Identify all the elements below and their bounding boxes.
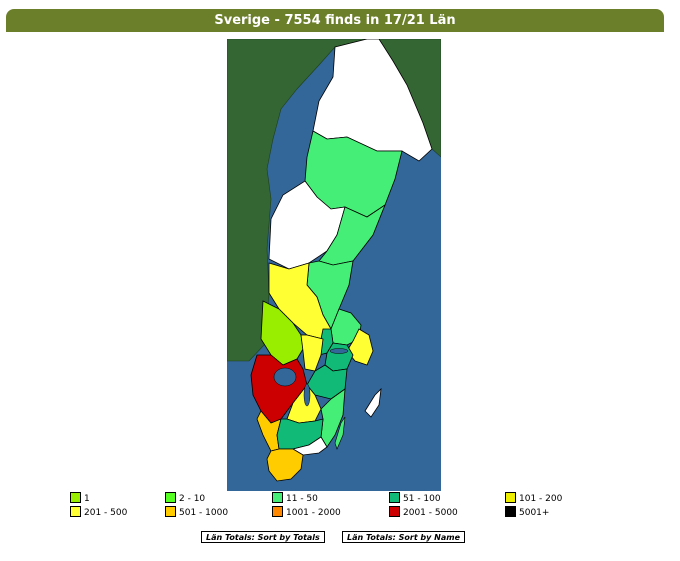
legend-label: 2 - 10 — [179, 494, 206, 504]
legend-item: 51 - 100 — [389, 492, 441, 505]
legend-swatch — [70, 492, 81, 503]
lan-jamtland[interactable] — [268, 180, 346, 270]
legend-item: 11 - 50 — [272, 492, 318, 505]
norway-land — [227, 39, 368, 362]
lake-vanern — [273, 367, 297, 387]
lan-orebro[interactable] — [300, 334, 324, 372]
legend-label: 11 - 50 — [286, 494, 318, 504]
legend-label: 5001+ — [519, 508, 550, 518]
lan-norrbotten[interactable] — [312, 39, 433, 162]
legend-item: 501 - 1000 — [165, 506, 228, 519]
legend-item: 2001 - 5000 — [389, 506, 458, 519]
legend-swatch — [505, 506, 516, 517]
legend-swatch — [389, 506, 400, 517]
legend-swatch — [505, 492, 516, 503]
lan-skane[interactable] — [266, 448, 304, 482]
legend-swatch — [165, 506, 176, 517]
legend-label: 201 - 500 — [84, 508, 128, 518]
island-oland — [334, 416, 346, 450]
legend-item: 2 - 10 — [165, 492, 205, 505]
page-title: Sverige - 7554 finds in 17/21 Län — [6, 9, 664, 32]
sort-by-name-button[interactable]: Län Totals: Sort by Name — [342, 531, 466, 543]
legend-swatch — [389, 492, 400, 503]
legend-item: 201 - 500 — [70, 506, 127, 519]
legend-label: 1001 - 2000 — [286, 508, 341, 518]
legend-item: 5001+ — [505, 506, 549, 519]
legend-label: 501 - 1000 — [179, 508, 229, 518]
lan-gotland[interactable] — [364, 387, 382, 418]
sort-by-totals-button[interactable]: Län Totals: Sort by Totals — [201, 531, 325, 543]
legend-swatch — [70, 506, 81, 517]
legend-swatch — [272, 492, 283, 503]
lan-stockholm[interactable] — [346, 328, 374, 366]
legend-item: 1 — [70, 492, 90, 505]
legend-item: 1001 - 2000 — [272, 506, 341, 519]
lake-vattern — [303, 383, 311, 407]
legend-label: 101 - 200 — [519, 494, 563, 504]
legend-label: 2001 - 5000 — [403, 508, 458, 518]
sweden-map[interactable] — [227, 39, 441, 491]
lake-malaren — [329, 348, 349, 354]
legend-label: 51 - 100 — [403, 494, 441, 504]
legend-swatch — [165, 492, 176, 503]
legend-label: 1 — [84, 494, 90, 504]
legend-item: 101 - 200 — [505, 492, 562, 505]
legend-swatch — [272, 506, 283, 517]
lan-varmland[interactable] — [260, 300, 304, 366]
